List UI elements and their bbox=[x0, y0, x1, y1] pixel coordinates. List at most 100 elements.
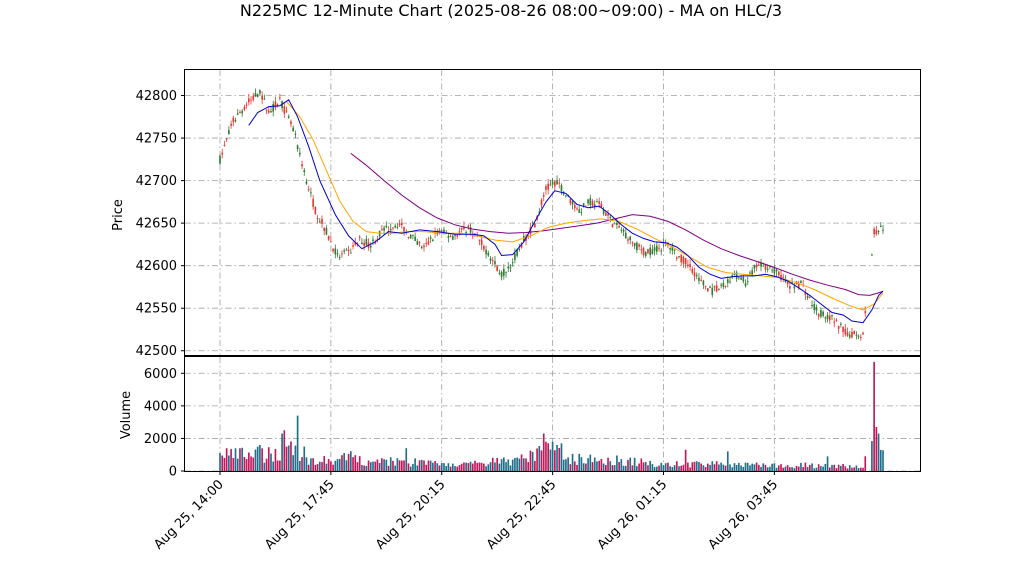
candle-body bbox=[791, 282, 793, 284]
moving-average-lines bbox=[248, 99, 884, 324]
candle-body bbox=[500, 271, 503, 278]
candle-body bbox=[582, 203, 585, 207]
candle-body bbox=[250, 99, 252, 101]
volume-bar bbox=[793, 468, 796, 471]
candle-body bbox=[797, 282, 800, 288]
volume-bar bbox=[855, 465, 858, 471]
candle-body bbox=[323, 228, 326, 232]
volume-bar bbox=[755, 462, 758, 471]
price-tick-label: 42750 bbox=[136, 132, 177, 147]
candle-body bbox=[438, 230, 441, 233]
volume-bar bbox=[848, 465, 851, 471]
candle-body bbox=[631, 242, 634, 244]
candle-body bbox=[773, 267, 776, 274]
volume-bar bbox=[341, 455, 343, 471]
time-tick-label: Aug 25, 17:45 bbox=[262, 477, 338, 553]
volume-bar bbox=[245, 459, 248, 471]
volume-bar bbox=[649, 460, 652, 471]
volume-tick-label: 0 bbox=[169, 465, 177, 480]
candle-body bbox=[327, 235, 330, 240]
volume-bar bbox=[219, 452, 221, 471]
candle-body bbox=[573, 204, 576, 209]
candle-body bbox=[303, 169, 306, 173]
volume-bar bbox=[667, 462, 669, 471]
volume-bar bbox=[239, 448, 241, 471]
candle-body bbox=[600, 203, 603, 208]
candle-body bbox=[425, 243, 428, 245]
candle-body bbox=[480, 239, 483, 246]
volume-bar bbox=[549, 449, 552, 471]
candle-body bbox=[343, 250, 346, 252]
candle-body bbox=[363, 242, 365, 246]
candle-body bbox=[272, 103, 275, 112]
volume-y-axis: 0 2000 4000 6000 bbox=[144, 367, 185, 480]
candle-body bbox=[509, 267, 512, 269]
volume-bar bbox=[476, 462, 479, 471]
candle-body bbox=[580, 212, 583, 214]
time-tick-label: Aug 26, 01:15 bbox=[595, 477, 671, 553]
candle-body bbox=[822, 311, 824, 316]
volume-bar bbox=[489, 462, 492, 471]
volume-bar bbox=[565, 459, 567, 471]
volume-bar bbox=[764, 464, 767, 471]
volume-bar bbox=[234, 448, 237, 471]
volume-bar bbox=[789, 467, 791, 471]
candle-body bbox=[514, 253, 516, 261]
volume-bar bbox=[879, 449, 882, 471]
volume-bar bbox=[509, 465, 512, 471]
volume-bar bbox=[702, 465, 705, 471]
candle-body bbox=[252, 95, 255, 100]
candle-body bbox=[669, 248, 671, 250]
candle-body bbox=[658, 247, 660, 249]
candle-body bbox=[236, 113, 239, 115]
volume-bar bbox=[467, 463, 470, 471]
volume-bar bbox=[569, 464, 572, 471]
candle-body bbox=[287, 116, 290, 118]
candle-body bbox=[789, 286, 791, 289]
candle-body bbox=[467, 225, 470, 227]
candle-body bbox=[715, 285, 718, 292]
candle-body bbox=[423, 245, 425, 248]
candle-body bbox=[655, 245, 658, 252]
volume-bar bbox=[576, 464, 578, 471]
volume-bar bbox=[332, 464, 334, 471]
candle-body bbox=[451, 236, 454, 240]
volume-bar bbox=[722, 464, 725, 471]
volume-bar bbox=[629, 457, 632, 471]
candle-body bbox=[713, 286, 716, 288]
candle-body bbox=[270, 111, 272, 113]
volume-bar bbox=[700, 463, 703, 471]
volume-bar bbox=[514, 457, 516, 471]
volume-bar bbox=[580, 457, 583, 471]
volume-bar bbox=[578, 453, 581, 471]
candle-body bbox=[223, 144, 226, 146]
candle-body bbox=[700, 279, 703, 281]
candle-body bbox=[815, 307, 818, 311]
candle-body bbox=[618, 226, 620, 228]
volume-bar bbox=[285, 446, 288, 471]
candle-body bbox=[449, 236, 452, 238]
volume-bar bbox=[381, 458, 383, 471]
candle-body bbox=[389, 228, 392, 231]
candle-body bbox=[844, 328, 847, 335]
volume-bar bbox=[753, 464, 756, 471]
volume-bar bbox=[478, 462, 481, 471]
volume-bar bbox=[826, 456, 829, 471]
candle-body bbox=[505, 271, 507, 273]
volume-bar bbox=[294, 445, 297, 471]
candle-body bbox=[831, 315, 833, 317]
volume-bar bbox=[573, 461, 576, 471]
volume-bar bbox=[709, 464, 711, 471]
volume-bar bbox=[425, 464, 428, 471]
candle-body bbox=[412, 234, 414, 236]
volume-bar bbox=[447, 463, 450, 471]
volume-bar bbox=[420, 459, 423, 471]
volume-bar bbox=[465, 462, 467, 471]
volume-bar bbox=[631, 465, 634, 471]
candle-body bbox=[684, 258, 687, 265]
candle-body bbox=[318, 221, 321, 223]
volume-bar bbox=[873, 361, 875, 471]
candle-body bbox=[673, 249, 676, 251]
candle-body bbox=[571, 201, 574, 205]
volume-bar bbox=[687, 462, 689, 471]
